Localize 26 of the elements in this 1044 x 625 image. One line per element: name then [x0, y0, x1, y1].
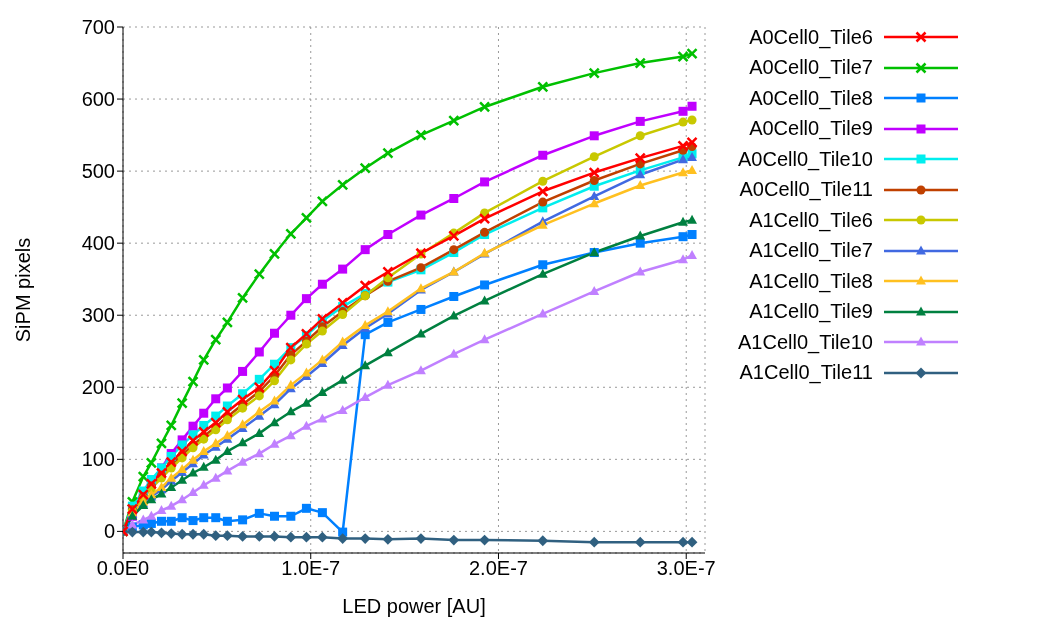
x-tick-label: 3.0E-7 — [656, 557, 716, 580]
y-tick-label: 600 — [81, 88, 115, 111]
y-tick-label: 500 — [81, 160, 115, 183]
x-tick-label: 2.0E-7 — [469, 557, 528, 580]
y-tick-label: 0 — [103, 520, 115, 543]
legend-label: A1Cell0_Tile8 — [749, 269, 873, 293]
legend-label: A1Cell0_Tile11 — [739, 361, 873, 385]
legend-label: A0Cell0_Tile8 — [749, 86, 873, 110]
legend-label: A1Cell0_Tile7 — [749, 239, 873, 263]
x-tick-label: 1.0E-7 — [281, 557, 341, 580]
y-axis-title: SiPM pixels — [12, 237, 35, 343]
legend-label: A0Cell0_Tile10 — [738, 147, 873, 171]
legend-label: A1Cell0_Tile9 — [749, 300, 873, 324]
legend-label: A1Cell0_Tile6 — [749, 208, 873, 232]
legend-label: A0Cell0_Tile9 — [749, 117, 873, 141]
y-tick-label: 700 — [81, 16, 115, 39]
legend-label: A0Cell0_Tile7 — [749, 56, 873, 80]
y-tick-label: 400 — [81, 232, 115, 255]
y-tick-label: 100 — [81, 448, 115, 471]
legend-label: A1Cell0_Tile10 — [738, 330, 873, 354]
legend-label: A0Cell0_Tile6 — [749, 25, 873, 49]
y-tick-label: 200 — [81, 376, 115, 399]
y-tick-label: 300 — [81, 304, 115, 327]
x-axis-title: LED power [AU] — [342, 595, 486, 617]
legend-label: A0Cell0_Tile11 — [739, 178, 873, 202]
x-tick-label: 0.0E0 — [96, 557, 150, 580]
